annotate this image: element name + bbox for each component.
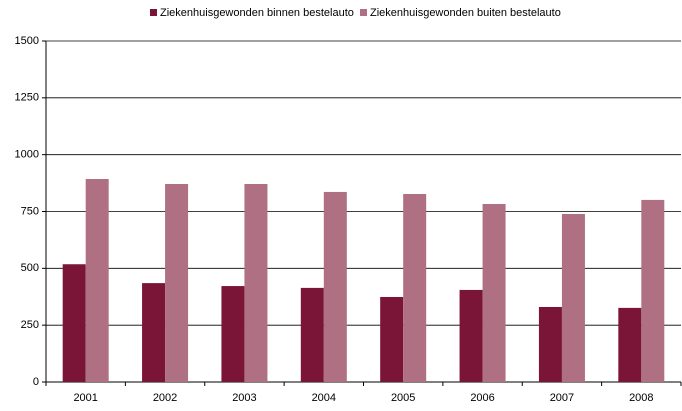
legend-label: Ziekenhuisgewonden binnen bestelauto bbox=[160, 7, 354, 19]
x-tick-label: 2005 bbox=[391, 392, 415, 404]
bar bbox=[482, 203, 506, 382]
bar bbox=[221, 286, 245, 382]
y-tick-label: 0 bbox=[33, 376, 39, 388]
x-tick-label: 2002 bbox=[153, 392, 177, 404]
x-tick-label: 2007 bbox=[550, 392, 574, 404]
bar bbox=[403, 193, 427, 382]
bar bbox=[165, 183, 189, 382]
legend-swatch bbox=[150, 9, 157, 16]
x-tick-label: 2008 bbox=[629, 392, 653, 404]
bar bbox=[62, 264, 86, 382]
bar bbox=[538, 306, 562, 382]
bar bbox=[300, 287, 324, 382]
y-tick-label: 1000 bbox=[15, 149, 39, 161]
x-tick-label: 2006 bbox=[470, 392, 494, 404]
x-tick-label: 2001 bbox=[73, 392, 97, 404]
bar bbox=[561, 214, 585, 382]
bar bbox=[142, 283, 166, 382]
bar bbox=[323, 191, 347, 382]
bar bbox=[459, 289, 483, 382]
y-tick-label: 750 bbox=[21, 205, 39, 217]
y-tick-label: 250 bbox=[21, 319, 39, 331]
y-tick-label: 1500 bbox=[15, 35, 39, 47]
bar bbox=[641, 199, 665, 382]
x-tick-label: 2004 bbox=[312, 392, 336, 404]
bar bbox=[380, 296, 404, 382]
legend-swatch bbox=[360, 9, 367, 16]
y-tick-label: 1250 bbox=[15, 92, 39, 104]
x-tick-label: 2003 bbox=[232, 392, 256, 404]
bar bbox=[244, 183, 268, 382]
y-tick-label: 500 bbox=[21, 262, 39, 274]
bar bbox=[618, 307, 642, 382]
bar bbox=[85, 178, 109, 382]
legend-label: Ziekenhuisgewonden buiten bestelauto bbox=[370, 7, 561, 19]
